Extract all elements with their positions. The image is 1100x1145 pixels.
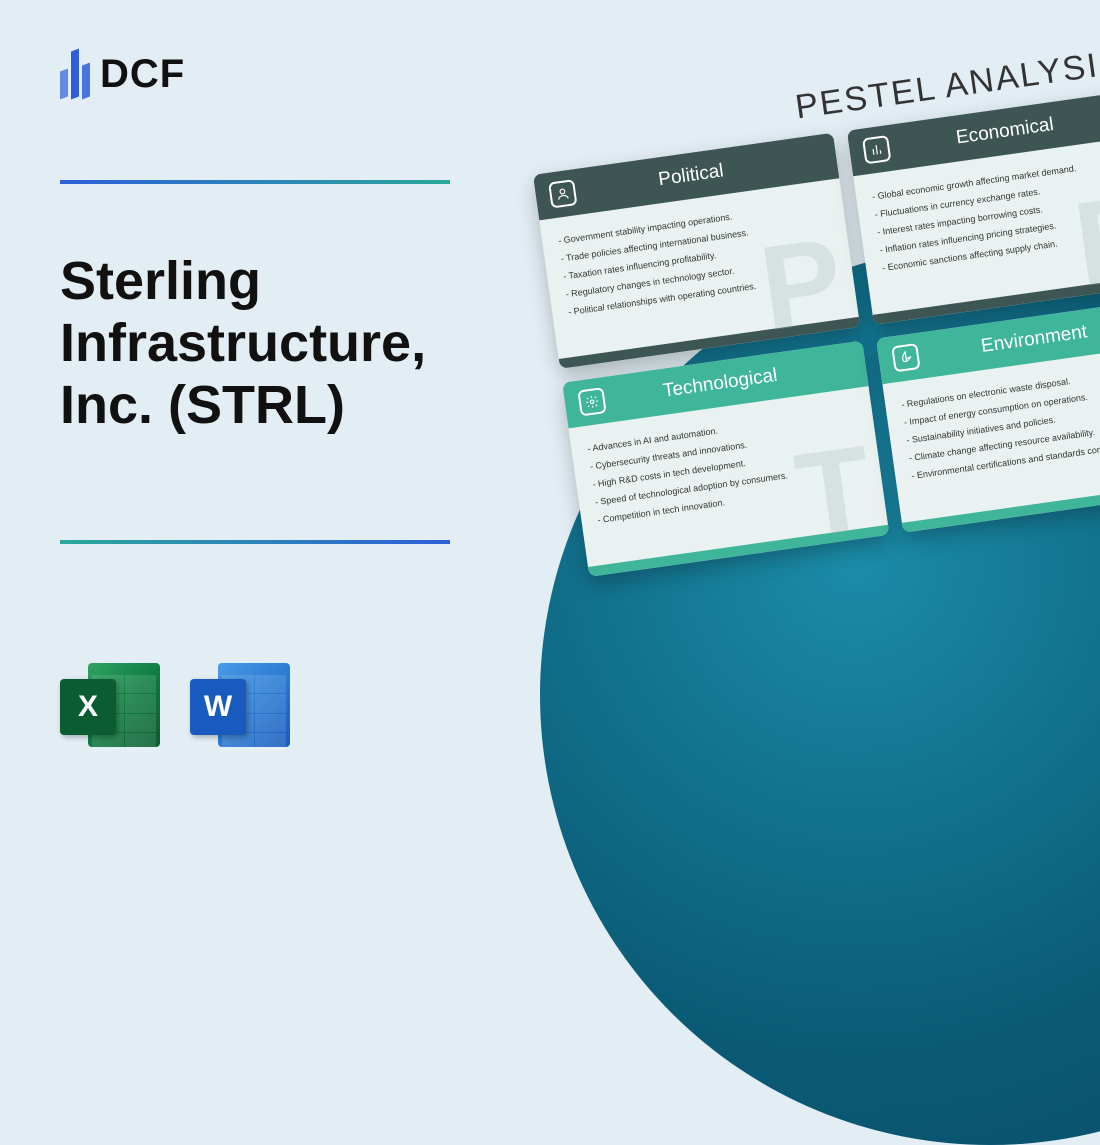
gear-icon	[577, 387, 606, 416]
pestel-card-technological: Technological T - Advances in AI and aut…	[562, 341, 889, 577]
brand-name: DCF	[100, 52, 185, 97]
pestel-card-political: Political P - Government stability impac…	[533, 133, 860, 369]
brand-logo: DCF	[60, 50, 185, 98]
word-letter: W	[190, 679, 246, 735]
bars-icon	[862, 135, 891, 164]
excel-icon[interactable]: X	[60, 655, 160, 755]
pestel-panel: PESTEL ANALYSIS Political P - Government…	[526, 40, 1100, 577]
divider-bottom	[60, 540, 450, 544]
excel-letter: X	[60, 679, 116, 735]
divider-top	[60, 180, 450, 184]
pestel-card-economical: Economical E - Global economic growth af…	[847, 89, 1100, 325]
pestel-grid: Political P - Government stability impac…	[533, 89, 1100, 577]
file-icons-row: X W	[60, 655, 290, 755]
word-icon[interactable]: W	[190, 655, 290, 755]
pestel-card-environment: Environment E - Regulations on electroni…	[876, 296, 1100, 532]
page-title: Sterling Infrastructure, Inc. (STRL)	[60, 250, 490, 436]
leaf-icon	[891, 343, 920, 372]
logo-bars-icon	[60, 50, 90, 98]
person-icon	[548, 179, 577, 208]
